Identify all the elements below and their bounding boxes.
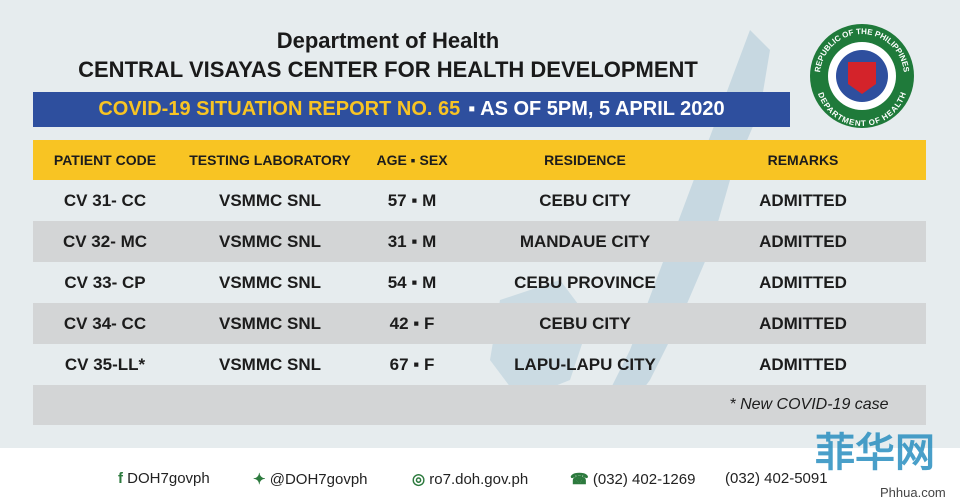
subtitle: CENTRAL VISAYAS CENTER FOR HEALTH DEVELO… <box>78 57 698 82</box>
cell: ADMITTED <box>759 272 847 292</box>
cell: 31 ▪ M <box>387 231 437 251</box>
column-header: PATIENT CODE <box>53 152 157 168</box>
phone: (032) 402-5091 <box>725 470 828 487</box>
cell: CV 32- MC <box>62 231 148 251</box>
cell: ADMITTED <box>759 231 847 251</box>
footnote-row: * New COVID-19 case <box>33 385 926 425</box>
cell: LAPU-LAPU CITY <box>514 354 656 374</box>
cell: VSMMC SNL <box>219 190 321 210</box>
cell: MANDAUE CITY <box>519 231 651 251</box>
table-row: CV 31- CC VSMMC SNL 57 ▪ M CEBU CITY ADMITTE… <box>33 180 926 221</box>
table-row: CV 35-LL* VSMMC SNL 67 ▪ F LAPU-LAPU CITY AD… <box>33 344 926 385</box>
cell: ADMITTED <box>759 354 847 374</box>
cell: CEBU CITY <box>539 190 631 210</box>
cell: 57 ▪ M <box>387 190 437 210</box>
title: Department of Health <box>276 28 500 53</box>
facebook: DOH7govph <box>127 470 210 487</box>
cell: VSMMC SNL <box>219 354 321 374</box>
column-header: TESTING LABORATORY <box>189 152 351 168</box>
report-number: COVID-19 SITUATION REPORT NO. 65 <box>98 98 461 120</box>
cell: CV 35-LL* <box>64 354 146 374</box>
report-date: ▪ AS OF 5PM, 5 APRIL 2020 <box>468 98 725 120</box>
seal: REPUBLIC OF THE PHILIPPINES DEPARTMENT O… <box>810 24 914 128</box>
column-header: AGE ▪ SEX <box>376 152 448 168</box>
cell: VSMMC SNL <box>219 231 321 251</box>
cell: 54 ▪ M <box>387 272 437 292</box>
twitter: @DOH7govph <box>269 471 368 488</box>
cell: VSMMC SNL <box>219 313 321 333</box>
cell: VSMMC SNL <box>219 272 321 292</box>
cell: CV 31- CC <box>63 190 147 210</box>
phone: (032) 402-1269 <box>592 471 696 488</box>
cell: 67 ▪ F <box>389 354 435 374</box>
table-row: CV 33- CP VSMMC SNL 54 ▪ M CEBU PROVINCE ADM… <box>33 262 926 303</box>
header-row: PATIENT CODE TESTING LABORATORY AGE ▪ SEX R… <box>33 140 926 180</box>
cell: CEBU PROVINCE <box>514 272 656 292</box>
cell: CEBU CITY <box>539 313 631 333</box>
table-row: CV 34- CC VSMMC SNL 42 ▪ F CEBU CITY ADMITTE… <box>33 303 926 344</box>
cell: 42 ▪ F <box>389 313 435 333</box>
cell: ADMITTED <box>759 313 847 333</box>
footnote: * New COVID-19 case <box>729 396 889 413</box>
column-header: REMARKS <box>767 152 839 168</box>
banner: COVID-19 SITUATION REPORT NO. 65 ▪ AS OF… <box>33 92 790 127</box>
table-row: CV 32- MC VSMMC SNL 31 ▪ M MANDAUE CITY ADMI… <box>33 221 926 262</box>
cell: CV 33- CP <box>64 272 146 292</box>
column-header: RESIDENCE <box>544 152 626 168</box>
watermark-url: Phhua.com <box>880 485 946 500</box>
watermark-name: 菲华网 <box>815 431 935 475</box>
website: ro7.doh.gov.ph <box>429 471 529 488</box>
footer <box>0 448 960 504</box>
cell: ADMITTED <box>759 190 847 210</box>
cell: CV 34- CC <box>63 313 147 333</box>
